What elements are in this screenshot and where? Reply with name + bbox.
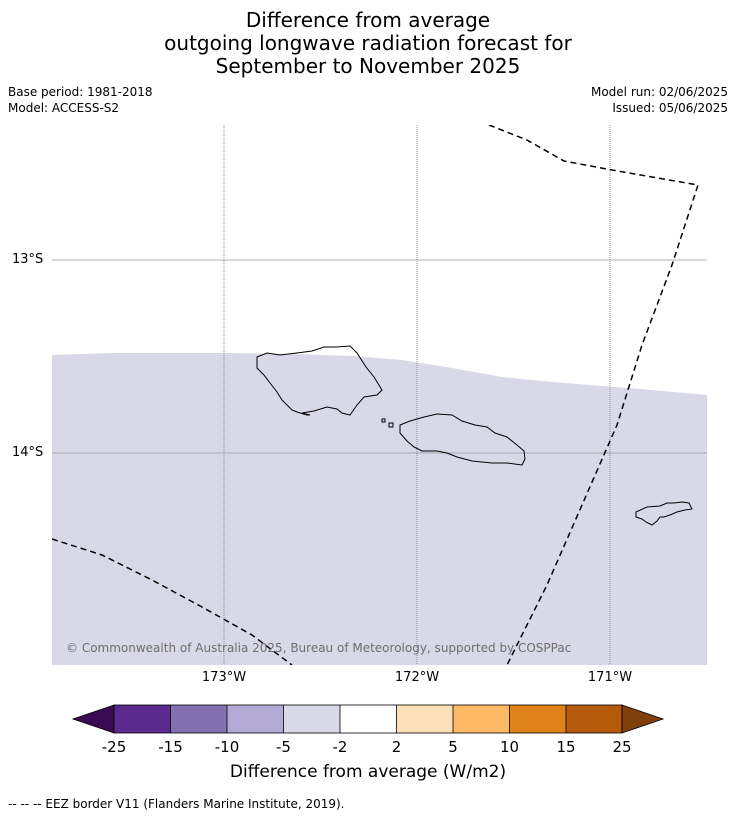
colorbar-bin-2 xyxy=(170,705,227,733)
savaii-island xyxy=(256,345,383,416)
colorbar-tick: 25 xyxy=(612,738,632,756)
colorbar-tick: 15 xyxy=(556,738,576,756)
colorbar-tick: 5 xyxy=(448,738,458,756)
colorbar-bin-3 xyxy=(227,705,284,733)
colorbar-label: Difference from average (W/m2) xyxy=(229,762,507,782)
colorbar-under-triangle xyxy=(71,704,115,734)
map-panel xyxy=(52,125,707,665)
model-name: Model: ACCESS-S2 xyxy=(8,101,120,115)
copyright-notice: © Commonwealth of Australia 2025, Bureau… xyxy=(66,641,572,655)
eez-footnote: -- -- -- EEZ border V11 (Flanders Marine… xyxy=(8,797,345,811)
lat-label-13s: 13°S xyxy=(12,252,44,267)
title-line-2: outgoing longwave radiation forecast for xyxy=(164,31,572,55)
eez-border-southwest xyxy=(52,538,293,665)
colorbar-bin-5 xyxy=(340,705,397,733)
lon-label-172w: 172°W xyxy=(394,670,440,685)
map-canvas xyxy=(52,125,707,665)
title-line-1: Difference from average xyxy=(245,8,491,32)
manono-island xyxy=(381,418,386,423)
colorbar-tick: 2 xyxy=(391,738,402,756)
colorbar-tick: 10 xyxy=(499,738,520,756)
colorbar-bin-6 xyxy=(396,705,453,733)
colorbar-bin-8 xyxy=(509,705,566,733)
colorbar-tick: -25 xyxy=(101,738,127,756)
lon-label-173w: 173°W xyxy=(201,670,247,685)
tutuila-island xyxy=(635,501,693,526)
colorbar-tick: -2 xyxy=(332,738,348,756)
colorbar-bin-1 xyxy=(114,705,171,733)
colorbar-tick: -5 xyxy=(276,738,291,756)
colorbar-over-triangle xyxy=(621,704,665,734)
apolima-island xyxy=(388,422,394,428)
lon-label-171w: 171°W xyxy=(587,670,633,685)
lat-label-14s: 14°S xyxy=(12,445,44,460)
forecast-anomaly-region xyxy=(52,353,707,665)
issued-date: Issued: 05/06/2025 xyxy=(612,101,728,115)
upolu-island xyxy=(399,413,526,466)
colorbar-tick: -15 xyxy=(158,738,183,756)
eez-border-north xyxy=(488,125,699,665)
model-run: Model run: 02/06/2025 xyxy=(590,85,728,99)
base-period: Base period: 1981-2018 xyxy=(8,85,153,99)
colorbar-bin-9 xyxy=(566,705,622,733)
colorbar-bin-7 xyxy=(453,705,510,733)
title-line-3: September to November 2025 xyxy=(215,54,521,78)
colorbar xyxy=(71,704,665,734)
colorbar-bin-4 xyxy=(283,705,340,733)
colorbar-tick: -10 xyxy=(214,738,240,756)
